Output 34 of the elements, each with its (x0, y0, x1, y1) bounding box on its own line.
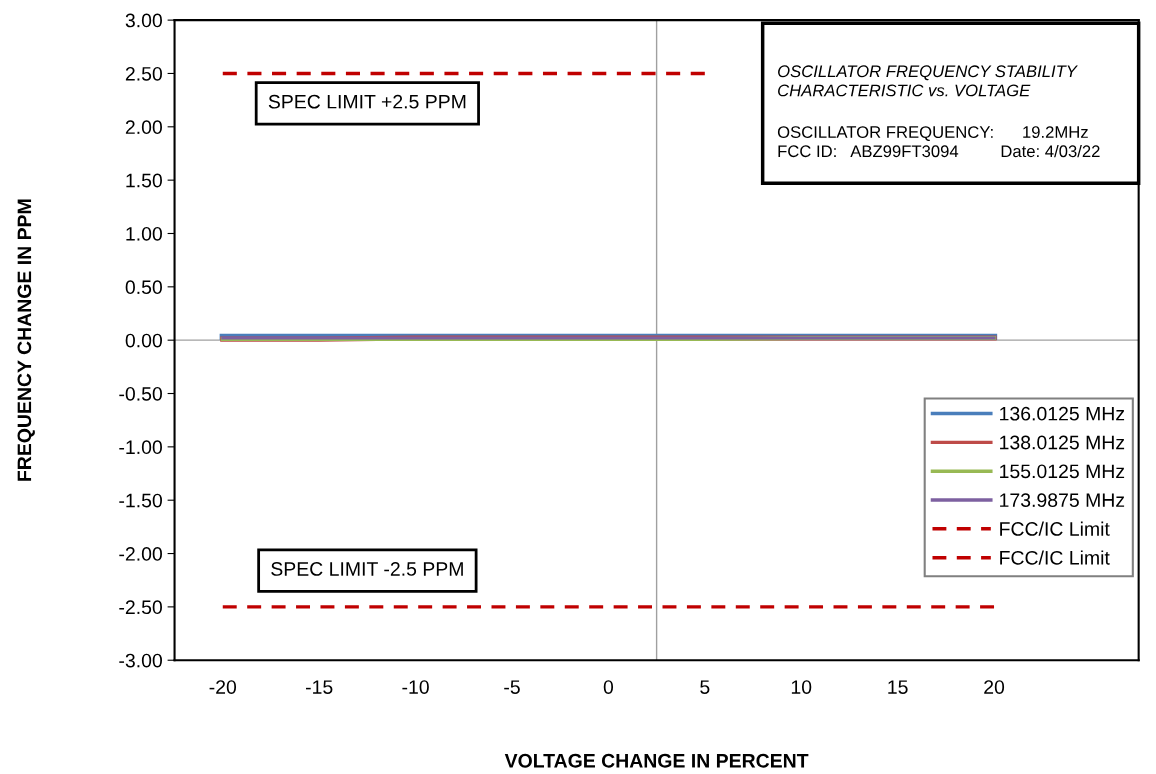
x-tick-label: -5 (504, 680, 520, 694)
y-tick-label: -2.00 (119, 547, 162, 561)
y-tick-label: 1.50 (126, 173, 162, 188)
legend-label: FCC/IC Limit (1000, 521, 1110, 536)
legend-label: FCC/IC Limit (1000, 550, 1110, 565)
y-tick-label: 0.50 (125, 280, 162, 295)
legend-label: 138.0125 MHz (1000, 435, 1125, 450)
y-tick-label: -2.50 (119, 600, 162, 615)
y-tick-label: -1.00 (119, 440, 162, 455)
legend-label: 155.0125 MHz (1000, 464, 1125, 479)
y-tick-label: 1.00 (126, 226, 162, 241)
y-tick-label: -0.50 (119, 386, 162, 401)
x-axis-title: VOLTAGE CHANGE IN PERCENT (504, 753, 809, 768)
y-tick-label: 0.00 (125, 333, 162, 348)
x-tick-label: 10 (791, 680, 812, 694)
annotation: SPEC LIMIT +2.5 PPM (268, 94, 466, 109)
x-tick-label: -10 (402, 680, 429, 694)
x-tick-label: 0 (603, 680, 614, 694)
y-axis-title: FREQUENCY CHANGE IN PPM (17, 199, 35, 481)
y-tick-label: -1.50 (119, 493, 162, 508)
y-tick-label: 3.00 (125, 13, 162, 28)
y-tick-label: -3.00 (119, 653, 162, 668)
x-tick-label: -20 (209, 680, 237, 694)
annotation: OSCILLATOR FREQUENCY: 19.2MHz FCC ID: ABZ99FT3094 Date: 4/03/22 (777, 126, 1100, 158)
x-tick-label: 15 (888, 680, 908, 694)
annotation: SPEC LIMIT -2.5 PPM (271, 562, 463, 576)
x-tick-label: 5 (700, 680, 710, 694)
x-tick-label: 20 (984, 680, 1005, 694)
legend-label: 173.9875 MHz (1000, 493, 1125, 508)
x-tick-label: -15 (305, 680, 333, 694)
annotation: OSCILLATOR FREQUENCY STABILITY CHARACTERISTIC vs. VOLTAGE (778, 65, 1078, 97)
y-tick-label: 2.00 (125, 120, 162, 135)
y-tick-label: 2.50 (125, 66, 162, 81)
legend-label: 136.0125 MHz (1000, 406, 1125, 421)
